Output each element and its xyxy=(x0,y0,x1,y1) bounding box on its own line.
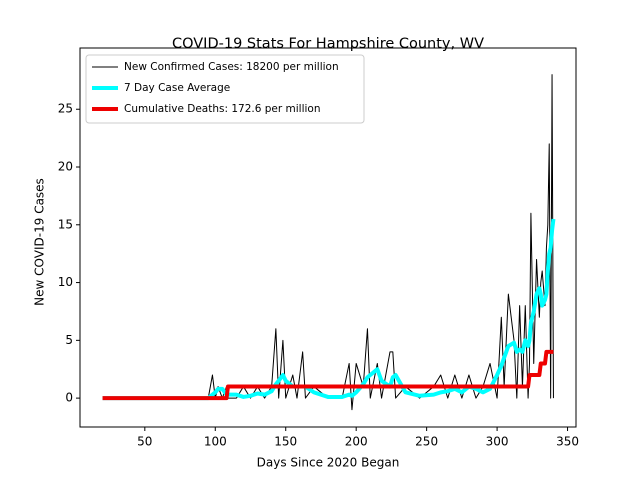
legend-box xyxy=(85,54,365,124)
x-tick-label: 150 xyxy=(274,435,297,449)
legend-label: 7 Day Case Average xyxy=(124,82,230,94)
x-tick-label: 200 xyxy=(345,435,368,449)
x-tick-label: 100 xyxy=(204,435,227,449)
y-tick-label: 25 xyxy=(58,102,73,116)
series-line xyxy=(102,218,556,401)
legend-label: Cumulative Deaths: 172.6 per million xyxy=(124,103,321,115)
y-tick-label: 10 xyxy=(58,275,73,289)
y-tick-label: 5 xyxy=(65,333,73,347)
x-tick-label: 250 xyxy=(415,435,438,449)
y-tick-label: 0 xyxy=(65,391,73,405)
x-tick-label: 50 xyxy=(137,435,152,449)
y-tick-label: 20 xyxy=(58,160,73,174)
y-axis-label: New COVID-19 Cases xyxy=(33,178,47,306)
plot-frame xyxy=(79,47,577,428)
x-tick-label: 350 xyxy=(556,435,579,449)
series-line xyxy=(102,349,555,401)
chart-title: COVID-19 Stats For Hampshire County, WV xyxy=(172,36,484,52)
x-tick-label: 300 xyxy=(486,435,509,449)
x-axis-label: Days Since 2020 Began xyxy=(257,456,400,470)
y-tick-label: 15 xyxy=(58,217,73,231)
legend-label: New Confirmed Cases: 18200 per million xyxy=(124,61,339,73)
